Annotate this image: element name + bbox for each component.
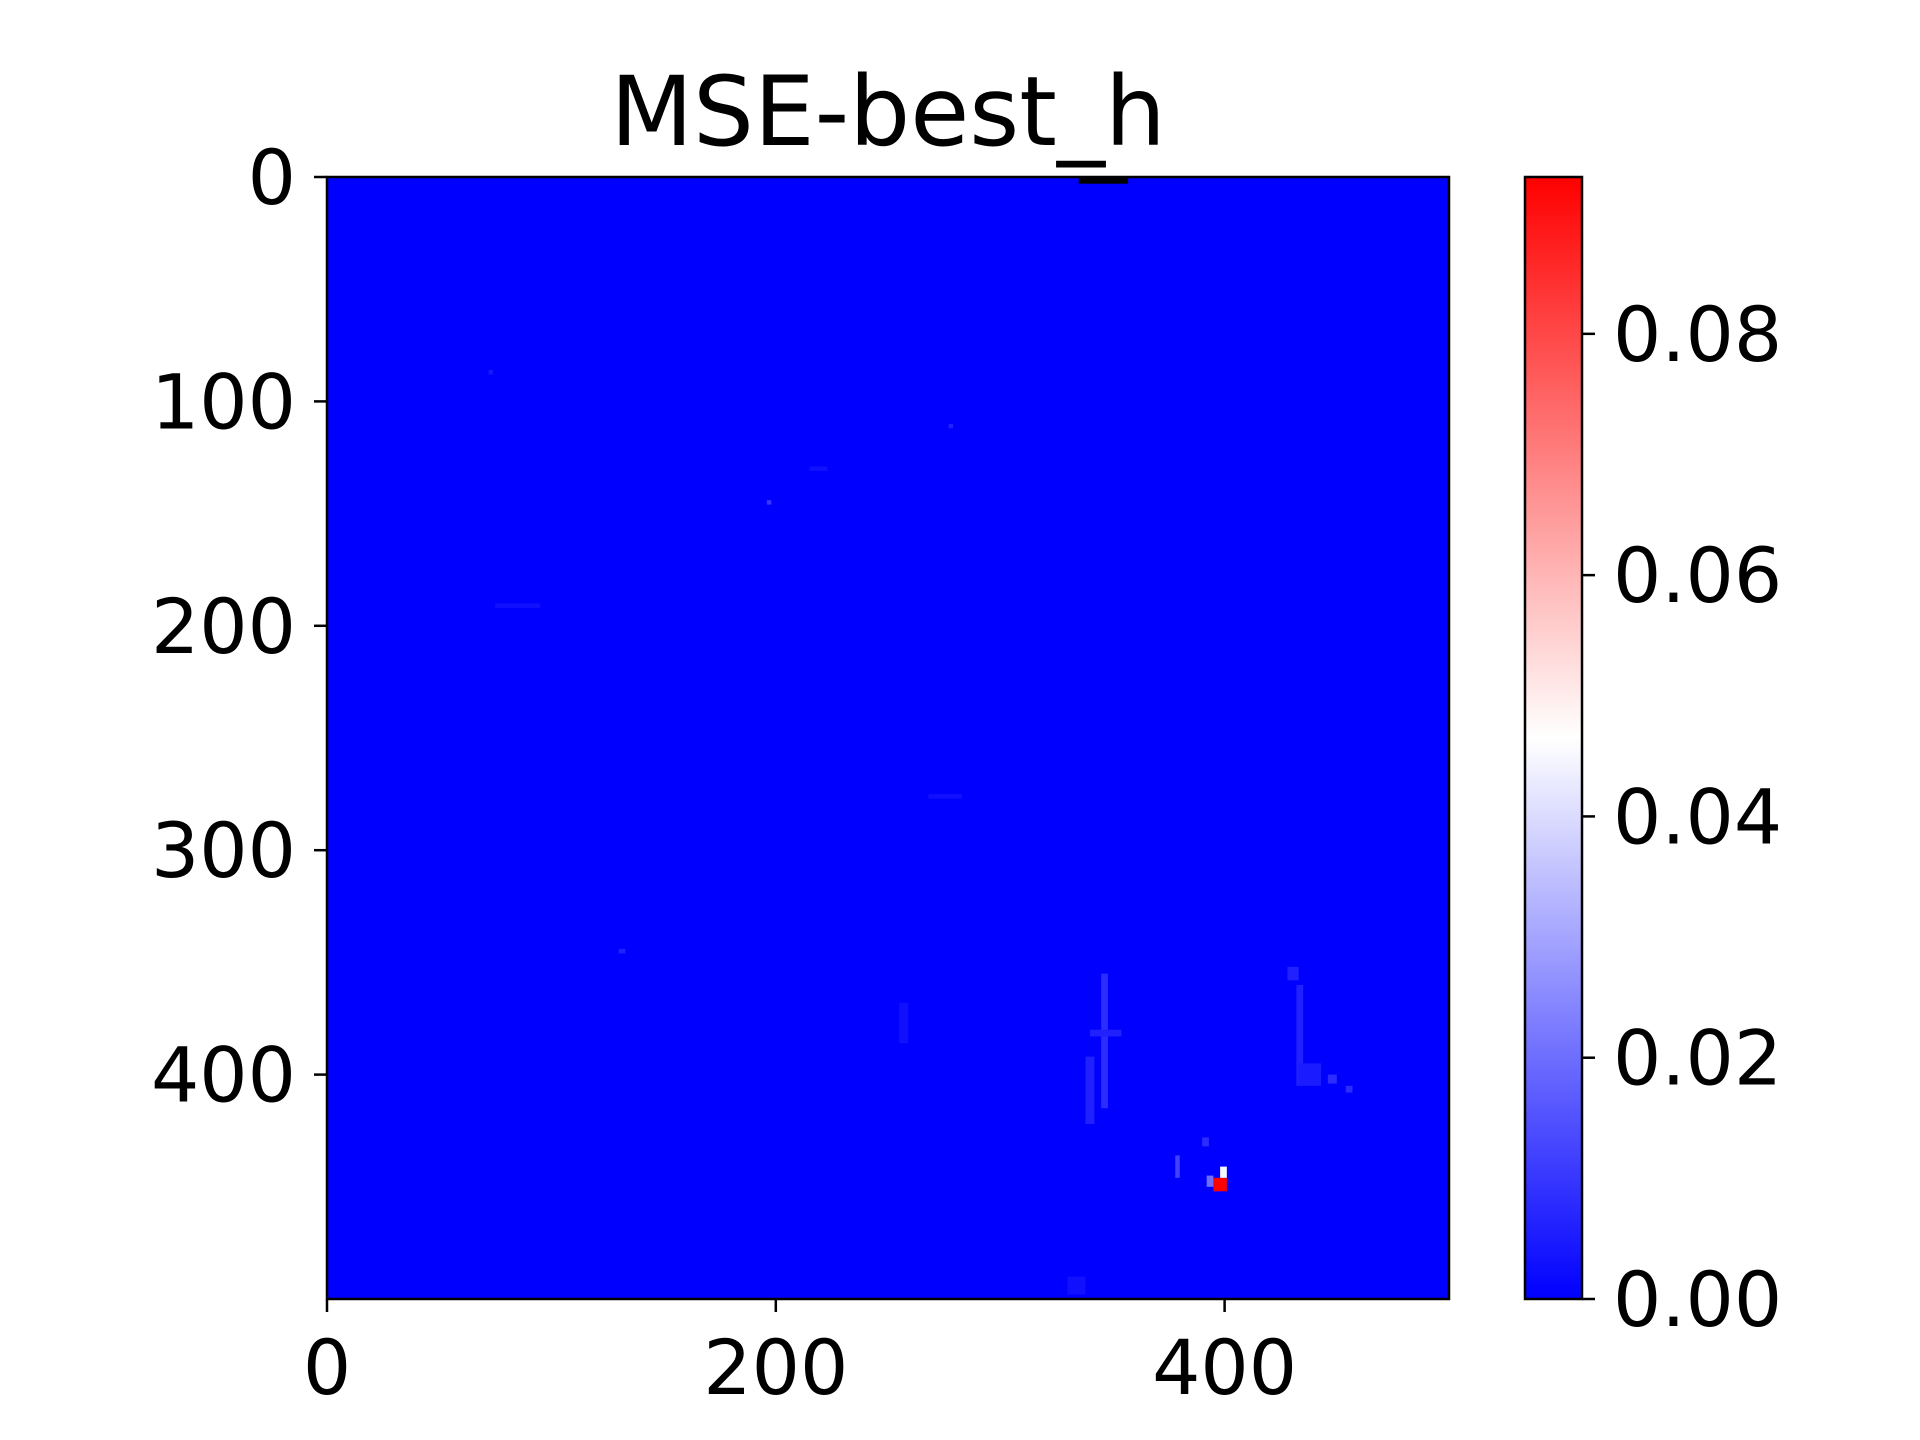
heatmap-cell-9 xyxy=(1287,966,1299,981)
heatmap-hotspots xyxy=(488,177,1353,1295)
heatmap-cell-19 xyxy=(809,466,828,471)
y-tick-label: 100 xyxy=(151,357,296,446)
x-tick-label: 0 xyxy=(303,1323,351,1412)
heatmap-cell-18 xyxy=(495,603,541,608)
colorbar-tick-label: 0.02 xyxy=(1613,1014,1782,1103)
colorbar-tick-label: 0.00 xyxy=(1613,1255,1782,1344)
heatmap-cell-2 xyxy=(1206,1175,1214,1187)
y-tick-label: 0 xyxy=(248,133,296,222)
colorbar-ticks: 0.00 0.02 0.04 0.06 0.08 xyxy=(1582,290,1782,1344)
heatmap-cell-16 xyxy=(618,948,626,954)
colorbar-tick-label: 0.08 xyxy=(1613,290,1782,379)
heatmap-cell-7 xyxy=(1089,1029,1122,1037)
heatmap-cell-20 xyxy=(928,794,963,799)
x-tick-label: 200 xyxy=(703,1323,848,1412)
heatmap-cell-15 xyxy=(948,423,954,429)
heatmap-cell-14 xyxy=(766,500,772,505)
colorbar-tick-label: 0.06 xyxy=(1613,531,1782,620)
x-axis: 0 200 400 xyxy=(303,1299,1297,1412)
heatmap-cell-6 xyxy=(1101,973,1108,1109)
heatmap-cell-5 xyxy=(1078,177,1129,184)
heatmap-frame xyxy=(325,175,1451,1301)
heatmap-cell-4 xyxy=(1202,1137,1209,1147)
heatmap-plot-area xyxy=(325,175,1451,1301)
y-tick-label: 200 xyxy=(151,582,296,671)
heatmap-cell-13 xyxy=(1345,1085,1353,1093)
y-tick-label: 400 xyxy=(151,1031,296,1120)
heatmap-cell-12 xyxy=(1327,1074,1337,1084)
colorbar: 0.00 0.02 0.04 0.06 0.08 xyxy=(1523,175,1782,1344)
heatmap-cell-8 xyxy=(1085,1056,1095,1124)
x-tick-label: 400 xyxy=(1152,1323,1297,1412)
heatmap-cell-22 xyxy=(1067,1276,1086,1295)
chart-title: MSE-best_h xyxy=(610,56,1166,168)
heatmap-cell-1 xyxy=(1220,1166,1227,1178)
heatmap-cell-11 xyxy=(1298,1063,1322,1086)
colorbar-tick-label: 0.04 xyxy=(1613,772,1782,861)
heatmap-background xyxy=(327,177,1449,1299)
heatmap-cell-0 xyxy=(1213,1177,1227,1192)
heatmap-cell-3 xyxy=(1175,1155,1180,1178)
colorbar-gradient xyxy=(1523,175,1584,1301)
heatmap-cell-21 xyxy=(899,1002,909,1044)
heatmap-cell-10 xyxy=(1296,984,1304,1086)
y-axis: 0 100 200 300 400 xyxy=(151,133,327,1120)
y-tick-label: 300 xyxy=(151,806,296,895)
heatmap-cell-17 xyxy=(488,369,494,375)
